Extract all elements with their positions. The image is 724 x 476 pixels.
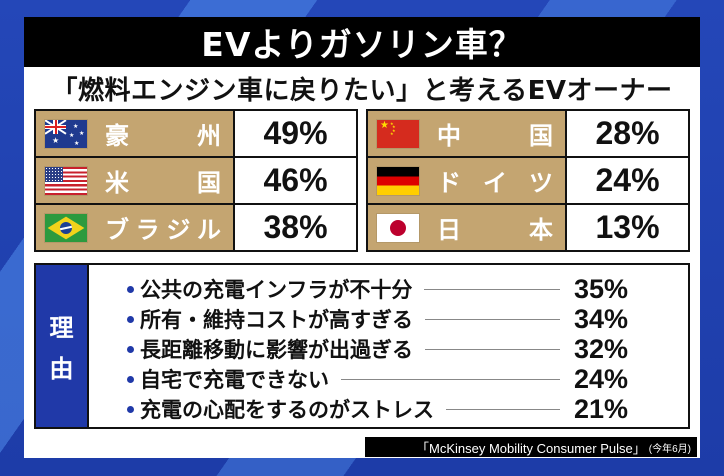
country-name: 日 本 <box>437 216 553 244</box>
reason-text: 公共の充電インフラが不十分 <box>140 278 413 302</box>
country-name-cell: 日 本 <box>368 205 567 250</box>
leader-line <box>425 348 560 350</box>
country-name-cell: 米 国 <box>36 158 235 203</box>
country-name-cell: ★ ★ ★ ★ ★ 豪 州 <box>36 111 235 156</box>
country-table-right: ★ ★ ★ ★ ★ 中 国 28% ド イ ツ <box>366 109 690 252</box>
reason-value: 34% <box>574 303 629 334</box>
source-name: 「McKinsey Mobility Consumer Pulse」 <box>416 440 646 456</box>
country-name: 豪 州 <box>105 122 221 150</box>
country-value: 38% <box>263 209 328 245</box>
country-name: ブ ラ ジ ル <box>105 216 221 244</box>
reason-item: 所有・維持コストが高すぎる 34% <box>127 304 688 334</box>
reasons-box: 理 由 公共の充電インフラが不十分 35% 所有・維持コストが高すぎる 34% … <box>34 263 690 429</box>
source-caption: 「McKinsey Mobility Consumer Pulse」 (今年6月… <box>365 437 697 457</box>
country-value: 13% <box>595 209 660 245</box>
leader-line <box>446 408 560 410</box>
country-row-japan: 日 本 13% <box>368 205 688 250</box>
usa-flag-icon <box>45 166 87 195</box>
bullet-icon <box>127 285 134 293</box>
country-name-cell: ド イ ツ <box>368 158 567 203</box>
germany-flag-icon <box>377 166 419 195</box>
country-name-cell: ブ ラ ジ ル <box>36 205 235 250</box>
reason-text: 長距離移動に影響が出過ぎる <box>140 338 413 362</box>
reason-item: 充電の心配をするのがストレス 21% <box>127 394 688 424</box>
australia-flag-icon: ★ ★ ★ ★ ★ <box>45 119 87 148</box>
country-value: 24% <box>595 162 660 198</box>
page-title: EVよりガソリン車？ <box>201 25 523 64</box>
country-row-china: ★ ★ ★ ★ ★ 中 国 28% <box>368 111 688 158</box>
brazil-flag-icon <box>45 213 87 242</box>
reason-item: 公共の充電インフラが不十分 35% <box>127 274 688 304</box>
leader-line <box>341 378 560 380</box>
japan-flag-icon <box>377 213 419 242</box>
country-name: 中 国 <box>437 122 553 150</box>
bullet-icon <box>127 405 134 413</box>
reason-value: 21% <box>574 393 629 424</box>
title-bar: EVよりガソリン車？ <box>24 17 700 67</box>
country-row-brazil: ブ ラ ジ ル 38% <box>36 205 356 250</box>
reason-text: 自宅で充電できない <box>140 368 329 392</box>
reasons-list: 公共の充電インフラが不十分 35% 所有・維持コストが高すぎる 34% 長距離移… <box>89 265 688 427</box>
country-value: 49% <box>263 115 328 151</box>
country-row-australia: ★ ★ ★ ★ ★ 豪 州 49% <box>36 111 356 158</box>
leader-line <box>425 318 560 320</box>
subtitle: 「燃料エンジン車に戻りたい」と考えるEVオーナー <box>24 69 700 107</box>
country-table-left: ★ ★ ★ ★ ★ 豪 州 49% 米 国 4 <box>34 109 358 252</box>
source-date: (今年6月) <box>648 443 691 455</box>
country-value: 28% <box>595 115 660 151</box>
reason-value: 32% <box>574 333 629 364</box>
reasons-label: 理 由 <box>36 265 89 427</box>
subtitle-text: 「燃料エンジン車に戻りたい」と考えるEVオーナー <box>51 75 673 106</box>
reason-item: 長距離移動に影響が出過ぎる 32% <box>127 334 688 364</box>
country-row-usa: 米 国 46% <box>36 158 356 205</box>
china-flag-icon: ★ ★ ★ ★ ★ <box>377 119 419 148</box>
reason-text: 所有・維持コストが高すぎる <box>140 308 413 332</box>
bullet-icon <box>127 375 134 383</box>
info-panel: EVよりガソリン車？ 「燃料エンジン車に戻りたい」と考えるEVオーナー ★ ★ … <box>24 17 700 458</box>
country-name: 米 国 <box>105 169 221 197</box>
country-value: 46% <box>263 162 328 198</box>
reason-value: 24% <box>574 363 629 394</box>
country-name: ド イ ツ <box>437 169 553 197</box>
reason-value: 35% <box>574 273 629 304</box>
country-name-cell: ★ ★ ★ ★ ★ 中 国 <box>368 111 567 156</box>
leader-line <box>424 288 560 290</box>
country-row-germany: ド イ ツ 24% <box>368 158 688 205</box>
bullet-icon <box>127 345 134 353</box>
reason-text: 充電の心配をするのがストレス <box>140 398 434 422</box>
bullet-icon <box>127 315 134 323</box>
reason-item: 自宅で充電できない 24% <box>127 364 688 394</box>
